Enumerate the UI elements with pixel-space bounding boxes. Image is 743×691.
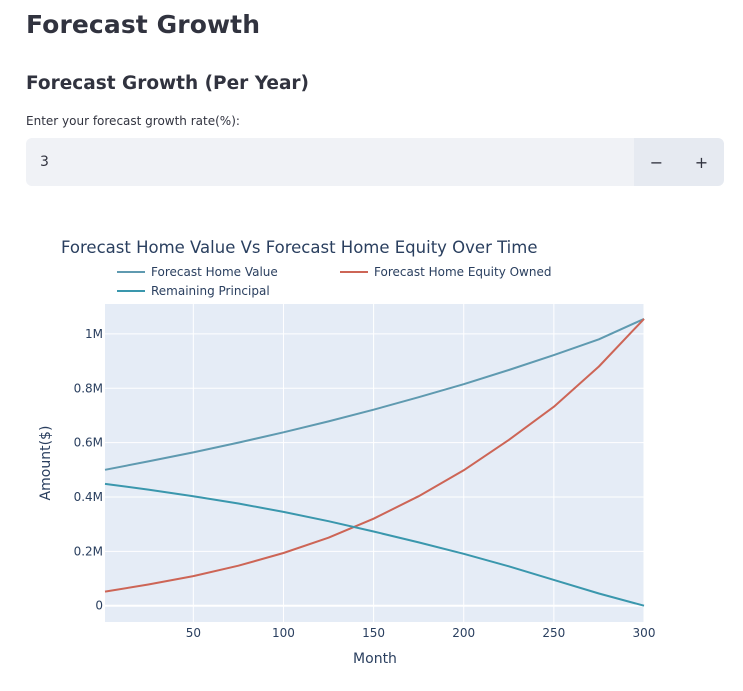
legend-item-forecast-home-value[interactable]: Forecast Home Value <box>117 265 278 279</box>
x-tick-label: 150 <box>362 626 385 640</box>
x-tick-label: 250 <box>542 626 565 640</box>
growth-rate-value[interactable]: 3 <box>40 154 49 170</box>
section-title: Forecast Growth (Per Year) <box>26 73 310 94</box>
series-line-forecast-home-value[interactable] <box>104 317 645 471</box>
y-tick-label: 0.4M <box>74 490 103 504</box>
gridlines <box>105 304 645 622</box>
x-tick-label: 300 <box>633 626 656 640</box>
y-axis-title: Amount($) <box>38 426 54 501</box>
page-title: Forecast Growth <box>26 10 261 39</box>
x-tick-label: 200 <box>452 626 475 640</box>
forecast-chart: Forecast Home Value Vs Forecast Home Equ… <box>38 238 656 667</box>
x-axis-title: Month <box>353 651 397 667</box>
legend-item-remaining-principal[interactable]: Remaining Principal <box>117 284 270 298</box>
growth-rate-input[interactable]: 3 − + <box>26 138 724 186</box>
y-tick-label: 1M <box>85 327 103 341</box>
legend: Forecast Home Value Forecast Home Equity… <box>117 265 551 298</box>
y-tick-label: 0.6M <box>74 436 103 450</box>
y-tick-label: 0.8M <box>74 381 103 395</box>
legend-label-forecast-home-equity: Forecast Home Equity Owned <box>374 265 551 279</box>
y-tick-label: 0 <box>95 599 103 613</box>
x-tick-label: 50 <box>186 626 201 640</box>
growth-rate-label: Enter your forecast growth rate(%): <box>26 114 240 128</box>
decrement-button[interactable]: − <box>634 138 679 186</box>
x-axis-ticks: 50 100 150 200 250 300 <box>186 626 656 640</box>
series-lines <box>104 317 645 607</box>
legend-label-forecast-home-value: Forecast Home Value <box>151 265 278 279</box>
series-line-remaining-principal[interactable] <box>104 482 645 607</box>
chart-title: Forecast Home Value Vs Forecast Home Equ… <box>61 238 538 257</box>
series-line-forecast-home-equity-owned[interactable] <box>104 318 645 593</box>
x-tick-label: 100 <box>272 626 295 640</box>
legend-item-forecast-home-equity[interactable]: Forecast Home Equity Owned <box>340 265 551 279</box>
increment-button[interactable]: + <box>679 138 724 186</box>
y-axis-ticks: 0 0.2M 0.4M 0.6M 0.8M 1M <box>74 327 103 613</box>
legend-label-remaining-principal: Remaining Principal <box>151 284 270 298</box>
y-tick-label: 0.2M <box>74 544 103 558</box>
